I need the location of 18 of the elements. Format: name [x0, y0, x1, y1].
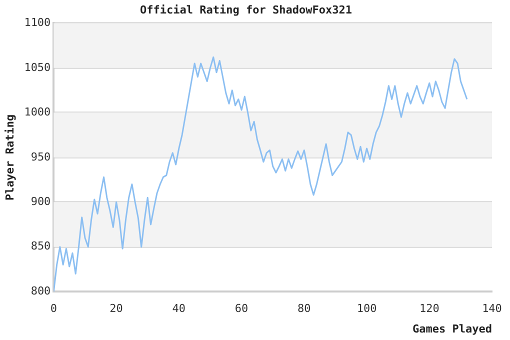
- x-tick-label: 0: [50, 302, 58, 316]
- y-tick-label: 1000: [24, 106, 51, 119]
- y-tick-label: 900: [30, 194, 51, 208]
- x-tick-label: 80: [298, 302, 311, 316]
- x-tick-label: 100: [356, 302, 377, 316]
- y-axis-title: Player Rating: [3, 114, 16, 200]
- x-axis-title: Games Played: [412, 322, 492, 336]
- y-tick-label: 1100: [24, 16, 51, 30]
- x-tick-label: 60: [234, 302, 248, 316]
- x-tick-label: 140: [482, 302, 502, 316]
- x-tick-label: 20: [110, 302, 123, 316]
- y-tick-label: 850: [30, 240, 51, 253]
- x-tick-label: 40: [172, 302, 186, 316]
- y-tick-label: 800: [30, 284, 51, 298]
- chart-title: Official Rating for ShadowFox321: [140, 3, 352, 16]
- y-tick-label: 1050: [24, 60, 51, 74]
- y-tick-label: 950: [30, 150, 51, 164]
- x-tick-label: 120: [419, 302, 440, 316]
